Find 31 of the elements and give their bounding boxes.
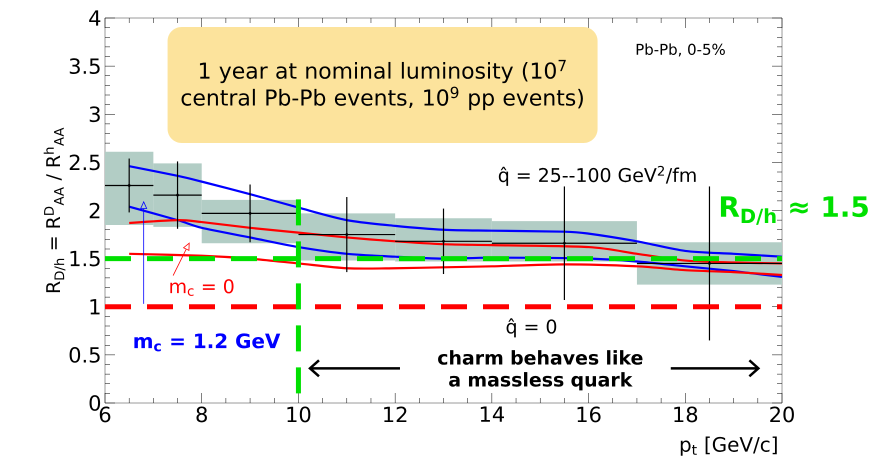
line-series bbox=[128, 252, 784, 276]
y-tick-label: 1 bbox=[90, 299, 100, 314]
x-tick-label: 16 bbox=[578, 406, 601, 422]
y-tick-label: 2 bbox=[90, 202, 100, 218]
annotation: m$_{c}$ = 1.2 GeV bbox=[134, 333, 280, 352]
y-tick-label: 4 bbox=[89, 10, 100, 26]
point bbox=[562, 242, 566, 245]
x-tick-label: 12 bbox=[384, 406, 406, 422]
x-tick-label: 18 bbox=[674, 406, 698, 422]
x-tick-label: 8 bbox=[196, 406, 207, 422]
x-tick-label: 6 bbox=[100, 406, 110, 422]
x-tick-label: 14 bbox=[480, 406, 504, 422]
x-tick-label: 20 bbox=[770, 406, 794, 422]
annotation: q̂ = 0 bbox=[506, 318, 556, 338]
line-series bbox=[128, 165, 784, 258]
annotation: q̂ = 25--100 GeV$^{2}$/fm bbox=[498, 166, 696, 186]
y-tick-label: 0.5 bbox=[70, 346, 100, 363]
y-tick-label: 0 bbox=[90, 395, 100, 411]
point bbox=[345, 233, 348, 236]
ref-line-label: R$_{D/h}$ ≈ 1.5 bbox=[720, 196, 868, 225]
x-axis-title: p$_{t}$ [GeV/c] bbox=[680, 436, 777, 456]
annotation: charm behaves like a massless quark bbox=[438, 350, 642, 390]
y-tick-label: 3 bbox=[90, 106, 100, 122]
y-axis-title: R$_{D/h}$ = R$^{D}$$_{AA}$ / R$^{h}$AA bbox=[44, 128, 66, 292]
annotation: Pb-Pb, 0-5% bbox=[636, 43, 725, 56]
y-tick-label: 1.5 bbox=[70, 250, 100, 266]
annotation: m$_{c}$ = 0 bbox=[170, 279, 234, 296]
y-tick-label: 2.5 bbox=[70, 154, 100, 170]
y-tick-label: 3.5 bbox=[70, 58, 100, 74]
x-tick-label: 10 bbox=[287, 406, 310, 422]
text: 1 year at nominal luminosity (10$^{7}$ central Pb-Pb events, 10$^{9}$ pp events) bbox=[182, 60, 583, 110]
